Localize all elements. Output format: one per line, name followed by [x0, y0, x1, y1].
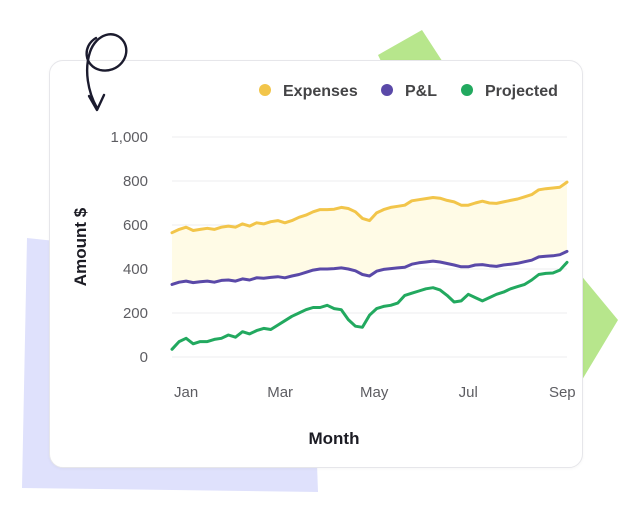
x-tick-label: Sep: [549, 384, 576, 401]
x-axis-ticks: Jan Mar May Jul Sep: [174, 384, 576, 401]
legend-marker-pl: [381, 84, 393, 96]
x-axis-title: Month: [309, 429, 360, 448]
expense-band-area: [172, 182, 567, 285]
legend-label-pl: P&L: [405, 83, 437, 100]
chart: Expenses P&L Projected 0 200 400 600 800 1,00…: [71, 83, 576, 448]
y-tick-label: 0: [140, 349, 148, 366]
legend-label-expenses: Expenses: [283, 83, 358, 100]
series-lines: [170, 180, 569, 351]
y-tick-label: 1,000: [110, 129, 148, 146]
expense-band: [172, 182, 567, 285]
legend-marker-projected: [461, 84, 473, 96]
y-tick-label: 400: [123, 261, 148, 278]
y-tick-label: 600: [123, 217, 148, 234]
x-tick-label: May: [360, 384, 389, 401]
legend-label-projected: Projected: [485, 83, 558, 100]
y-axis-title: Amount $: [71, 207, 90, 286]
y-tick-label: 200: [123, 305, 148, 322]
projected-line: [170, 260, 569, 351]
y-tick-label: 800: [123, 173, 148, 190]
legend-marker-expenses: [259, 84, 271, 96]
x-tick-label: Jul: [459, 384, 478, 401]
chart-card: Expenses P&L Projected 0 200 400 600 800 1,00…: [49, 60, 583, 468]
legend: Expenses P&L Projected: [259, 83, 558, 100]
expenses-line: [170, 180, 569, 235]
pl-line: [170, 249, 569, 286]
x-tick-label: Jan: [174, 384, 198, 401]
x-tick-label: Mar: [267, 384, 293, 401]
y-axis-ticks: 0 200 400 600 800 1,000: [110, 129, 148, 366]
